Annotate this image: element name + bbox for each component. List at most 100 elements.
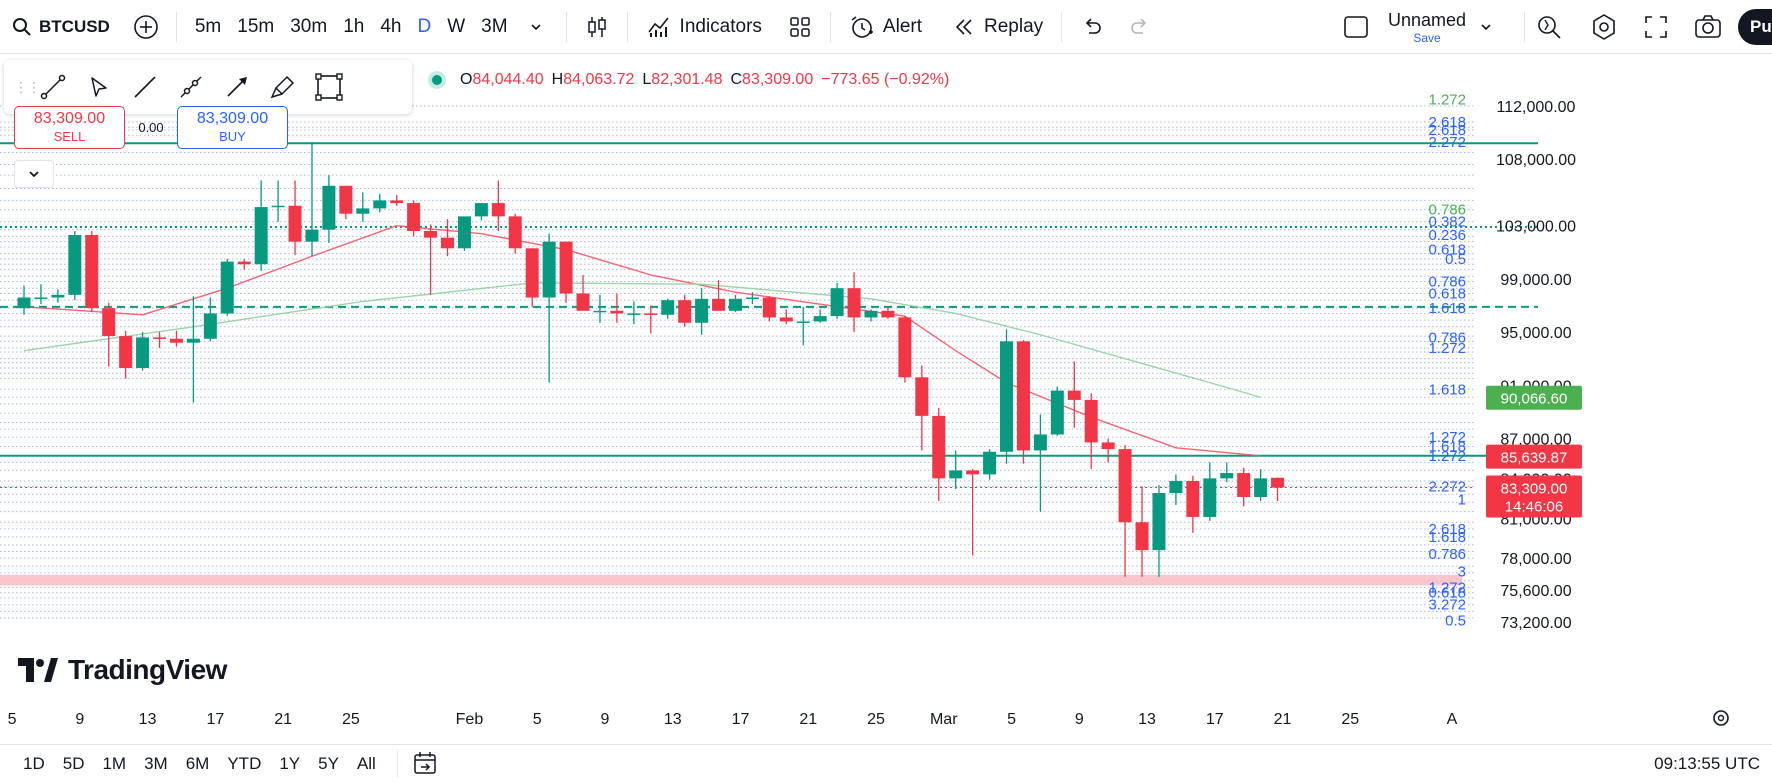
interval-dropdown[interactable] [516, 7, 556, 47]
countdown-text: 14:46:06 [1505, 499, 1563, 516]
interval-d-button[interactable]: D [417, 15, 432, 37]
change-value: −773.65 (−0.92%) [821, 71, 950, 88]
interval-3m-button[interactable]: 3M [481, 15, 508, 37]
undo-button[interactable] [1072, 7, 1112, 47]
redo-button[interactable] [1120, 7, 1160, 47]
price-tick-label: 75,600.00 [1500, 583, 1571, 600]
rectangle-tool[interactable] [308, 66, 350, 108]
replay-button[interactable]: Replay [944, 7, 1051, 47]
fullscreen-icon [1645, 16, 1667, 38]
range-all-button[interactable]: All [356, 754, 376, 773]
go-to-date-button[interactable] [412, 750, 440, 778]
price-tick-label: 99,000.00 [1500, 272, 1571, 289]
brush-tool[interactable] [262, 66, 304, 108]
interval-5m-button[interactable]: 5m [194, 15, 222, 37]
layout-dropdown[interactable] [1466, 7, 1506, 47]
candle-body [576, 293, 590, 311]
fib-label: 1.272 [1428, 340, 1466, 357]
add-symbol-icon [134, 14, 158, 39]
range-ytd-button[interactable]: YTD [227, 754, 262, 773]
camera-icon [1695, 15, 1721, 38]
price-chart[interactable]: 1.2722.6182.6182.2720.7860.3820.2360.618… [0, 54, 1772, 744]
time-axis[interactable]: 5 9 13 17 21 25 Feb 5 9 13 17 21 25 Mar 5 9 13 17 21 25 A [0, 636, 1772, 728]
range-5y-button[interactable]: 5Y [318, 754, 339, 773]
line-tool[interactable] [124, 66, 166, 108]
interval-15m-button[interactable]: 15m [237, 15, 275, 37]
symbol-search[interactable]: BTCUSD [0, 0, 126, 53]
fib-label: 0.618 [1428, 286, 1466, 303]
compare-symbol-button[interactable] [126, 7, 166, 47]
range-3m-button[interactable]: 3M [144, 754, 168, 773]
alert-button[interactable]: Alert [841, 7, 930, 47]
indicators-button[interactable]: Indicators [638, 7, 770, 47]
candle-body [847, 288, 861, 318]
candle-body [728, 298, 742, 311]
fibonacci-levels [0, 105, 1474, 619]
fib-label: 1.272 [1428, 429, 1466, 446]
undo-icon [1086, 17, 1101, 34]
interval-w-button[interactable]: W [447, 15, 466, 37]
layout-name-button[interactable]: Unnamed Save [1388, 11, 1466, 44]
fib-label: 3.272 [1428, 597, 1466, 614]
price-tag-box [1486, 385, 1582, 410]
publish-button[interactable]: Pu [1738, 9, 1772, 45]
candle-body [864, 310, 878, 318]
range-6m-button[interactable]: 6M [185, 754, 210, 773]
fib-label: 0.786 [1428, 329, 1466, 346]
cursor-tool[interactable] [78, 66, 120, 108]
candle-body [1254, 478, 1268, 497]
fib-label: 1.618 [1428, 381, 1466, 398]
collapse-panel-button[interactable] [14, 160, 54, 188]
fib-label: 1.618 [1428, 529, 1466, 546]
drawing-toolbar: ⋮⋮ [4, 60, 412, 114]
utc-clock[interactable]: 09:13:55 UTC [1654, 754, 1760, 773]
price-axis[interactable]: 112,000.00 108,000.00 103,000.00 99,000.00 9… [1496, 99, 1576, 632]
layout-save-link[interactable]: Save [1413, 30, 1441, 45]
fib-label: 1.272 [1428, 579, 1466, 596]
trend-line-tool[interactable] [32, 66, 74, 108]
date-tick-label: 5 [533, 711, 542, 728]
chart-settings-button[interactable] [1713, 710, 1729, 726]
fullscreen-button[interactable] [1636, 7, 1676, 47]
low-label: L [642, 71, 652, 88]
range-5d-button[interactable]: 5D [62, 754, 85, 773]
fib-label: 2.272 [1428, 134, 1466, 151]
arrow-tool[interactable] [216, 66, 258, 108]
drag-handle-icon[interactable]: ⋮⋮ [14, 78, 41, 95]
toolbar-divider [396, 751, 398, 777]
sell-button[interactable]: 83,309.00 SELL [14, 106, 125, 149]
range-1m-button[interactable]: 1M [102, 754, 127, 773]
interval-1h-button[interactable]: 1h [343, 15, 365, 37]
market-status-icon[interactable] [432, 75, 442, 85]
top-toolbar: BTCUSD 5m 15m 30m 1h 4h D W 3M Indicators Alert… [0, 0, 1772, 54]
toolbar-divider [565, 11, 567, 42]
quick-search-button[interactable] [1529, 7, 1569, 47]
date-tick-label: 5 [8, 711, 17, 728]
rectangle-icon [315, 73, 343, 101]
settings-button[interactable] [1584, 7, 1624, 47]
buy-button[interactable]: 83,309.00 BUY [177, 106, 288, 149]
candle-body [1050, 390, 1064, 435]
candlestick-series [17, 141, 1285, 577]
fibonacci-labels: 1.2722.6182.6182.2720.7860.3820.2360.618… [1428, 91, 1466, 629]
fib-label: 0.786 [1428, 202, 1466, 219]
layout-select-checkbox[interactable] [1336, 7, 1376, 47]
date-tick-label: 17 [206, 711, 224, 728]
chart-type-button[interactable] [577, 7, 617, 47]
candle-body [1084, 399, 1098, 443]
snapshot-button[interactable] [1688, 7, 1728, 47]
tradingview-logo-icon [18, 658, 58, 682]
interval-30m-button[interactable]: 30m [290, 15, 328, 37]
candle-body [220, 261, 234, 314]
pitchfork-tool[interactable] [170, 66, 212, 108]
candle-body [441, 237, 454, 249]
indicators-label: Indicators [679, 15, 762, 37]
tradingview-logo[interactable]: TradingView [18, 654, 227, 686]
range-1d-button[interactable]: 1D [23, 754, 45, 773]
candle-body [593, 310, 607, 313]
interval-4h-button[interactable]: 4h [380, 15, 402, 37]
templates-button[interactable] [780, 7, 820, 47]
logo-wordmark: TradingView [68, 654, 227, 685]
range-1y-button[interactable]: 1Y [279, 754, 301, 773]
